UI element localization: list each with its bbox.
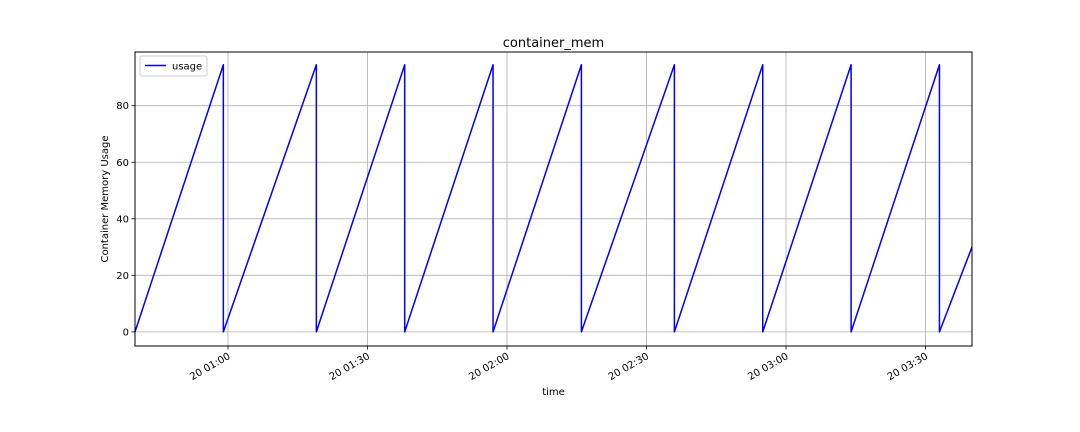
y-tick-label: 80 xyxy=(116,101,129,112)
legend: usage xyxy=(139,55,208,77)
y-axis-label: Container Memory Usage xyxy=(100,135,111,262)
plot-frame xyxy=(134,51,973,347)
grid-lines xyxy=(135,52,972,346)
y-tick-label: 20 xyxy=(116,271,129,282)
y-tick-label: 0 xyxy=(123,327,129,338)
y-tick-label: 60 xyxy=(116,158,129,169)
y-axis: 0 20 40 60 80 xyxy=(116,101,135,338)
x-axis-label: time xyxy=(542,387,565,398)
legend-label-usage: usage xyxy=(172,62,202,73)
chart-title: container_mem xyxy=(503,36,604,51)
legend-box xyxy=(139,55,208,77)
series-line-usage xyxy=(134,63,973,333)
y-tick-label: 40 xyxy=(116,214,129,225)
plot-area-background xyxy=(135,52,972,346)
series-layer xyxy=(134,63,973,333)
